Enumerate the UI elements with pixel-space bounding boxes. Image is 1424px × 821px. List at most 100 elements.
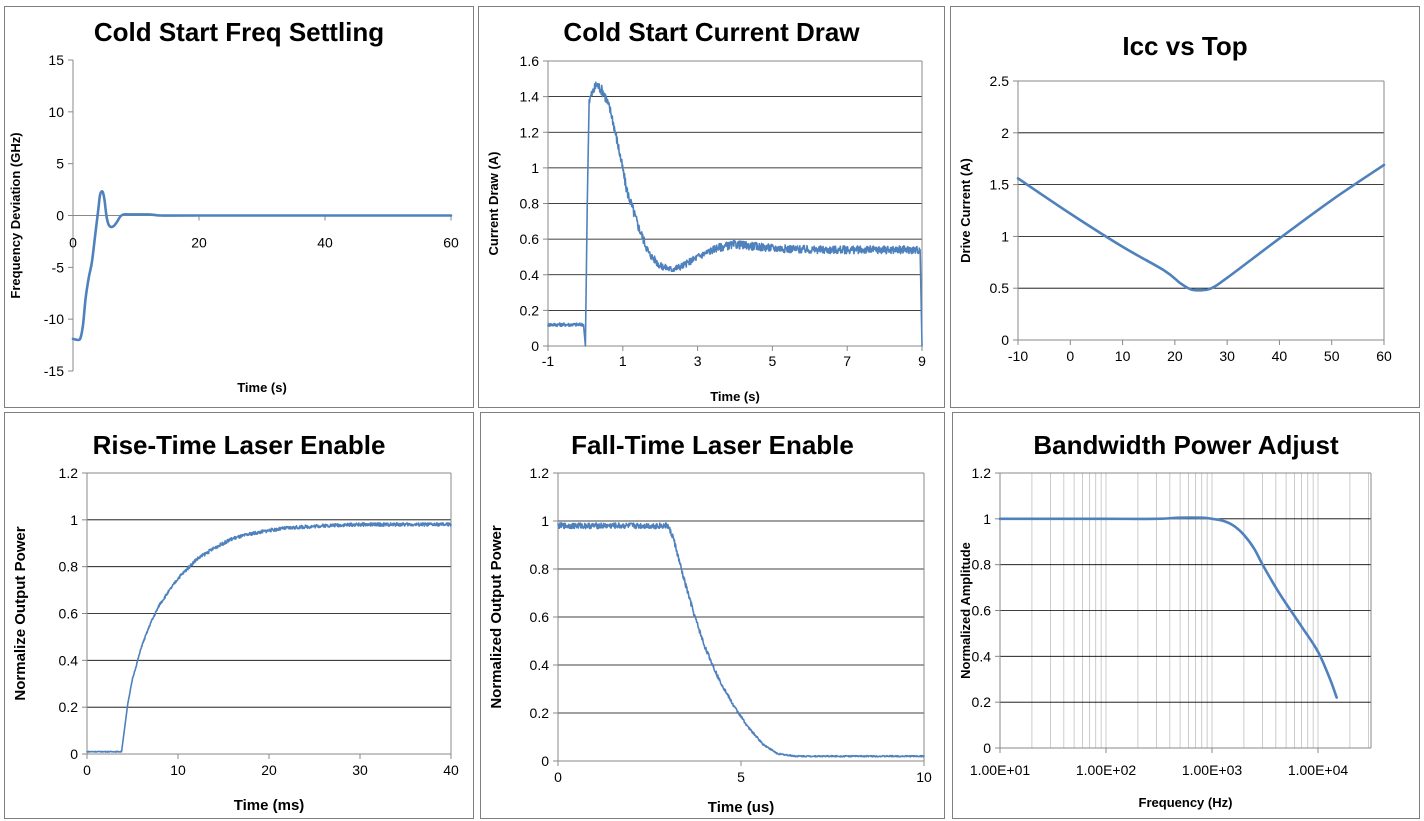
chart3-xtick-label: 40 — [1272, 348, 1288, 364]
chart4-ytick-label: 1 — [70, 512, 78, 528]
chart4-xtick-label: 30 — [352, 762, 368, 778]
chart2-ytick-label: 1.6 — [520, 53, 540, 69]
chart4-xtick-label: 20 — [261, 762, 277, 778]
chart1-ylabel: Frequency Deviation (GHz) — [8, 132, 23, 298]
chart3-xtick-label: 10 — [1115, 348, 1131, 364]
chart3-xtick-label: 0 — [1066, 348, 1074, 364]
chart3-xtick-label: 30 — [1219, 348, 1235, 364]
chart1-xtick-label: 40 — [317, 235, 333, 251]
chart2-xtick-label: 9 — [918, 353, 926, 369]
chart-cold-start-current: Cold Start Current Draw 0 0.2 0.4 0.6 0.8 1 1.2… — [486, 17, 926, 404]
chart1-ytick-label: 10 — [48, 104, 64, 120]
chart4-series-line — [86, 522, 452, 753]
chart3-ytick-label: 2.5 — [990, 73, 1010, 89]
chart6-xlabel: Frequency (Hz) — [1139, 795, 1233, 810]
panel-rise-time: Rise-Time Laser Enable 0 0.2 0.4 0.6 0.8 1 1.2 0… — [4, 412, 474, 819]
chart2-xtick-label: 1 — [619, 353, 627, 369]
chart4-ytick-label: 0.6 — [59, 606, 79, 622]
chart4-ylabel: Normalize Output Power — [12, 526, 29, 700]
chart5-title: Fall-Time Laser Enable — [571, 430, 854, 460]
chart6-xtick-label: 1.00E+04 — [1288, 762, 1349, 778]
chart1-ytick-label: 15 — [48, 52, 64, 68]
chart2-series-line — [547, 81, 923, 347]
chart1-xtick-label: 20 — [191, 235, 207, 251]
chart1-xlabel: Time (s) — [237, 380, 287, 395]
chart5-ytick-label: 0 — [541, 753, 549, 769]
chart6-ytick-label: 0.8 — [972, 557, 992, 573]
chart2-ytick-label: 0.8 — [520, 196, 540, 212]
chart5-xtick-label: 0 — [554, 769, 562, 785]
chart1-xtick-label: 0 — [69, 235, 77, 251]
chart5-ytick-label: 0.4 — [530, 657, 550, 673]
chart2-xtick-label: 3 — [694, 353, 702, 369]
chart2-xtick-label: 5 — [769, 353, 777, 369]
chart2-xtick-label: 7 — [843, 353, 851, 369]
chart6-ytick-label: 0.2 — [972, 694, 992, 710]
chart1-series-line — [71, 190, 453, 342]
chart3-ytick-label: 1.5 — [990, 177, 1010, 193]
chart4-ytick-label: 0 — [70, 746, 78, 762]
chart6-ytick-label: 1.2 — [972, 465, 992, 481]
chart5-ytick-label: 0.8 — [530, 561, 550, 577]
chart4-ytick-label: 0.2 — [59, 699, 79, 715]
chart2-ytick-label: 1 — [531, 160, 539, 176]
chart6-xtick-label: 1.00E+01 — [970, 762, 1031, 778]
chart5-ytick-label: 0.6 — [530, 609, 550, 625]
chart5-ytick-label: 1 — [541, 513, 549, 529]
chart4-xtick-label: 0 — [83, 762, 91, 778]
chart2-ylabel: Current Draw (A) — [486, 151, 501, 255]
chart6-title: Bandwidth Power Adjust — [1033, 430, 1339, 460]
chart3-ytick-label: 0 — [1001, 332, 1009, 348]
chart2-ytick-label: 0.2 — [520, 302, 540, 318]
chart1-ytick-label: -5 — [52, 259, 65, 275]
chart3-xtick-label: 50 — [1324, 348, 1340, 364]
chart5-xtick-label: 5 — [737, 769, 745, 785]
chart-bandwidth: Bandwidth Power Adjust 0 0.2 0.4 0.6 0.8 1 1.2 1… — [958, 430, 1372, 810]
chart6-series-line — [998, 516, 1338, 699]
chart4-ytick-label: 1.2 — [59, 465, 79, 481]
chart2-ytick-label: 0.6 — [520, 231, 540, 247]
chart2-ytick-label: 1.2 — [520, 124, 540, 140]
chart1-ytick-label: -10 — [44, 311, 64, 327]
chart6-ytick-label: 0.6 — [972, 603, 992, 619]
chart3-title: Icc vs Top — [1122, 31, 1247, 61]
chart-fall-time: Fall-Time Laser Enable 0 0.2 0.4 0.6 0.8 1 1.2 0… — [488, 430, 932, 816]
chart3-ylabel: Drive Current (A) — [958, 158, 973, 263]
chart-rise-time: Rise-Time Laser Enable 0 0.2 0.4 0.6 0.8 1 1.2 0… — [12, 430, 459, 814]
panel-bandwidth: Bandwidth Power Adjust 0 0.2 0.4 0.6 0.8 1 1.2 1… — [952, 412, 1420, 819]
chart5-xtick-label: 10 — [916, 769, 932, 785]
panel-fall-time: Fall-Time Laser Enable 0 0.2 0.4 0.6 0.8 1 1.2 0… — [480, 412, 945, 819]
chart3-xtick-label: 60 — [1376, 348, 1392, 364]
chart4-xlabel: Time (ms) — [234, 797, 305, 814]
chart2-ytick-label: 0 — [531, 338, 539, 354]
chart2-title: Cold Start Current Draw — [563, 17, 860, 47]
chart4-xtick-label: 10 — [170, 762, 186, 778]
chart6-ytick-label: 1 — [983, 511, 991, 527]
chart1-ytick-label: -15 — [44, 363, 64, 379]
chart6-ylabel: Normalized Amplitude — [958, 542, 973, 679]
chart4-ytick-label: 0.8 — [59, 559, 79, 575]
chart2-ytick-label: 1.4 — [520, 89, 540, 105]
chart5-xlabel: Time (us) — [708, 799, 774, 816]
chart3-xtick-label: 20 — [1167, 348, 1183, 364]
panel-cold-start-freq: Cold Start Freq Settling -15 -10 -5 0 5 10 15 0 2… — [4, 6, 474, 408]
chart1-title: Cold Start Freq Settling — [94, 17, 384, 47]
chart5-series-line — [557, 522, 925, 758]
chart3-ytick-label: 1 — [1001, 228, 1009, 244]
chart1-ytick-label: 5 — [56, 156, 64, 172]
chart1-ytick-label: 0 — [56, 208, 64, 224]
chart2-xlabel: Time (s) — [710, 389, 760, 404]
panel-icc-vs-top: Icc vs Top 0 0.5 1 1.5 2 2.5 -10 0 10 20 30 40 50 60 Dr… — [950, 6, 1420, 408]
chart5-ylabel: Normalized Output Power — [488, 525, 505, 709]
chart2-ytick-label: 0.4 — [520, 267, 540, 283]
chart3-series-line — [1016, 163, 1386, 292]
chart6-ytick-label: 0 — [983, 740, 991, 756]
chart3-xtick-label: -10 — [1008, 348, 1028, 364]
chart6-xtick-label: 1.00E+03 — [1182, 762, 1243, 778]
chart1-xtick-label: 60 — [443, 235, 459, 251]
chart4-xtick-label: 40 — [443, 762, 459, 778]
chart3-ytick-label: 0.5 — [990, 280, 1010, 296]
chart4-title: Rise-Time Laser Enable — [93, 430, 386, 460]
